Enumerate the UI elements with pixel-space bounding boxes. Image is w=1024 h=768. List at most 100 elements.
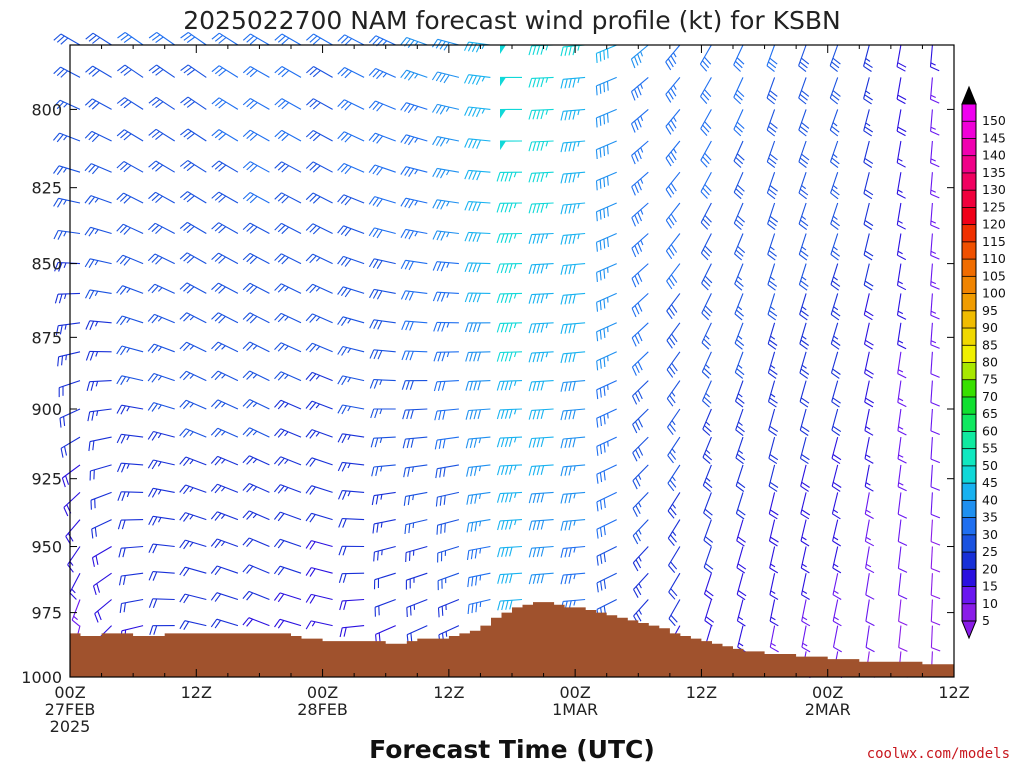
barb-flag <box>433 322 438 332</box>
barb-flag <box>246 35 255 43</box>
barb-half-flag <box>126 377 130 383</box>
wind-barb <box>666 293 681 320</box>
barb-flag <box>341 434 347 444</box>
wind-barb <box>179 512 207 522</box>
barb-flag <box>829 97 839 105</box>
barb-flag <box>371 466 375 477</box>
barb-flag <box>634 363 640 374</box>
barb-flag <box>831 219 840 227</box>
barb-flag <box>560 265 564 275</box>
barb-flag <box>930 401 940 407</box>
barb-half-flag <box>380 494 383 500</box>
colorbar-label: 100 <box>982 286 1006 301</box>
barb-flag <box>242 252 251 261</box>
barb-flag <box>631 155 636 165</box>
barb-flag <box>120 346 127 356</box>
barb-flag <box>147 343 155 352</box>
barb-half-flag <box>347 434 351 440</box>
barb-flag <box>528 234 533 244</box>
wind-barb <box>337 345 365 356</box>
barb-flag <box>603 552 606 563</box>
barb-flag <box>242 483 250 491</box>
barb-half-flag <box>315 316 321 322</box>
wind-barb <box>274 618 302 629</box>
barb-flag <box>368 258 375 268</box>
barb-flag <box>830 313 840 321</box>
wind-barb <box>85 320 112 331</box>
barb-flag <box>497 574 501 584</box>
barb-flag <box>246 131 255 140</box>
wind-barb <box>930 464 941 491</box>
wind-barb <box>930 172 940 199</box>
barb-half-flag <box>545 77 549 83</box>
barb-flag <box>88 132 96 141</box>
barb-flag <box>671 304 678 313</box>
wind-barb <box>800 492 811 520</box>
barb-flag <box>477 351 481 362</box>
barb-half-flag <box>95 381 99 387</box>
barb-flag <box>801 57 810 65</box>
barb-flag <box>631 247 637 258</box>
barb-flag <box>497 547 501 558</box>
wind-barb <box>337 461 365 472</box>
barb-flag <box>277 593 285 603</box>
wind-barb <box>337 286 365 298</box>
wind-barb <box>736 573 747 601</box>
barb-flag <box>242 537 250 546</box>
barb-shaft <box>92 32 112 46</box>
barb-flag <box>277 429 285 438</box>
barb-flag <box>468 107 474 117</box>
barb-flag <box>376 229 383 239</box>
barb-flag <box>508 293 513 303</box>
barb-shaft <box>897 519 902 542</box>
barb-flag <box>896 162 906 168</box>
wind-barb <box>703 492 713 520</box>
barb-flag <box>116 254 124 263</box>
barb-flag <box>864 314 873 321</box>
barb-flag <box>464 170 470 180</box>
barb-flag <box>800 425 810 433</box>
barb-flag <box>540 77 545 88</box>
barb-flag <box>897 62 907 68</box>
barb-flag <box>464 74 470 84</box>
barb-half-flag <box>315 346 321 351</box>
barb-flag <box>94 613 99 623</box>
barb-shaft <box>930 464 933 487</box>
barb-flag <box>769 594 779 600</box>
barb-flag <box>769 509 779 516</box>
wind-barb <box>403 464 428 478</box>
surface-terrain-layer <box>70 602 954 677</box>
barb-half-flag <box>866 563 872 568</box>
barb-flag <box>568 574 572 584</box>
barb-flag <box>568 438 572 448</box>
wind-barb <box>179 341 207 353</box>
barb-flag <box>631 186 636 196</box>
wind-barb <box>560 491 586 504</box>
barb-flag <box>441 322 446 332</box>
wind-barb <box>274 66 302 78</box>
barb-flag <box>637 149 642 160</box>
barb-flag <box>210 592 218 601</box>
wind-barb <box>467 598 491 615</box>
colorbar-label: 130 <box>982 182 1006 197</box>
barb-flag <box>400 260 406 269</box>
barb-flag <box>337 99 345 107</box>
wind-barb <box>242 252 270 265</box>
barb-flag <box>56 68 65 76</box>
wind-barb <box>434 408 459 421</box>
barb-flag <box>568 78 572 89</box>
barb-flag <box>572 78 576 88</box>
wind-barb <box>337 99 365 111</box>
barb-half-flag <box>930 62 936 66</box>
colorbar-swatch <box>962 534 976 553</box>
barb-flag <box>865 540 875 547</box>
wind-barb <box>596 380 617 400</box>
barb-half-flag <box>189 431 194 437</box>
barb-flag <box>242 341 251 350</box>
barb-flag <box>633 589 639 598</box>
barb-flag <box>509 573 513 584</box>
barb-flag <box>210 483 218 492</box>
barb-flag <box>668 618 676 627</box>
wind-barb <box>147 283 175 294</box>
barb-flag <box>865 339 874 346</box>
